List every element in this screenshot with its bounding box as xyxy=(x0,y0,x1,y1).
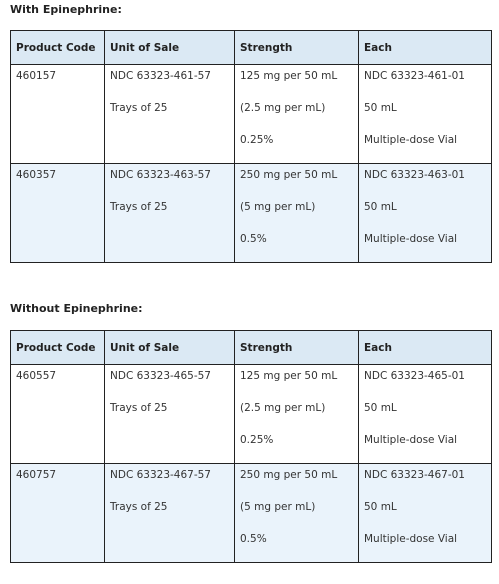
unit-package: Trays of 25 xyxy=(110,201,168,213)
unit-ndc: NDC 63323-463-57 xyxy=(110,169,211,181)
header-each: Each xyxy=(358,330,492,365)
strength-per-ml: (2.5 mg per mL) xyxy=(240,102,326,114)
product-code: 460557 xyxy=(16,370,57,382)
each-volume: 50 mL xyxy=(364,402,397,414)
product-code-cell: 460357 xyxy=(10,163,105,263)
each-cell: NDC 63323-465-01 50 mL Multiple-dose Via… xyxy=(358,364,492,464)
product-table-without-epinephrine: Product Code Unit of Sale Strength Each … xyxy=(10,330,492,563)
each-volume: 50 mL xyxy=(364,102,397,114)
each-ndc: NDC 63323-463-01 xyxy=(364,169,465,181)
strength-cell: 125 mg per 50 mL (2.5 mg per mL) 0.25% xyxy=(234,64,359,164)
header-product-code: Product Code xyxy=(10,330,105,365)
unit-package: Trays of 25 xyxy=(110,501,168,513)
strength-total: 125 mg per 50 mL xyxy=(240,370,338,382)
each-cell: NDC 63323-461-01 50 mL Multiple-dose Via… xyxy=(358,64,492,164)
table-header-row: Product Code Unit of Sale Strength Each xyxy=(10,330,492,365)
header-strength: Strength xyxy=(234,330,359,365)
each-ndc: NDC 63323-461-01 xyxy=(364,70,465,82)
strength-per-ml: (5 mg per mL) xyxy=(240,501,316,513)
header-product-code: Product Code xyxy=(10,30,105,65)
strength-percent: 0.5% xyxy=(240,233,267,245)
strength-cell: 125 mg per 50 mL (2.5 mg per mL) 0.25% xyxy=(234,364,359,464)
each-cell: NDC 63323-463-01 50 mL Multiple-dose Via… xyxy=(358,163,492,263)
product-code-cell: 460557 xyxy=(10,364,105,464)
header-each: Each xyxy=(358,30,492,65)
each-ndc: NDC 63323-465-01 xyxy=(364,370,465,382)
strength-per-ml: (5 mg per mL) xyxy=(240,201,316,213)
header-unit-of-sale: Unit of Sale xyxy=(104,30,235,65)
each-container: Multiple-dose Vial xyxy=(364,233,458,245)
table-header-row: Product Code Unit of Sale Strength Each xyxy=(10,30,492,65)
strength-cell: 250 mg per 50 mL (5 mg per mL) 0.5% xyxy=(234,463,359,563)
each-cell: NDC 63323-467-01 50 mL Multiple-dose Via… xyxy=(358,463,492,563)
strength-percent: 0.25% xyxy=(240,434,274,446)
product-code: 460757 xyxy=(16,469,57,481)
table-row: 460757 NDC 63323-467-57 Trays of 25 250 … xyxy=(10,463,492,563)
each-ndc: NDC 63323-467-01 xyxy=(364,469,465,481)
unit-of-sale-cell: NDC 63323-461-57 Trays of 25 xyxy=(104,64,235,164)
table-row: 460357 NDC 63323-463-57 Trays of 25 250 … xyxy=(10,163,492,263)
strength-total: 250 mg per 50 mL xyxy=(240,169,338,181)
strength-percent: 0.25% xyxy=(240,134,274,146)
unit-of-sale-cell: NDC 63323-465-57 Trays of 25 xyxy=(104,364,235,464)
strength-per-ml: (2.5 mg per mL) xyxy=(240,402,326,414)
strength-cell: 250 mg per 50 mL (5 mg per mL) 0.5% xyxy=(234,163,359,263)
unit-ndc: NDC 63323-465-57 xyxy=(110,370,211,382)
unit-ndc: NDC 63323-461-57 xyxy=(110,70,211,82)
section-title-without-epinephrine: Without Epinephrine: xyxy=(10,302,143,315)
each-volume: 50 mL xyxy=(364,201,397,213)
unit-ndc: NDC 63323-467-57 xyxy=(110,469,211,481)
header-strength: Strength xyxy=(234,30,359,65)
table-row: 460157 NDC 63323-461-57 Trays of 25 125 … xyxy=(10,64,492,164)
section-title-with-epinephrine: With Epinephrine: xyxy=(10,3,122,16)
unit-of-sale-cell: NDC 63323-463-57 Trays of 25 xyxy=(104,163,235,263)
each-container: Multiple-dose Vial xyxy=(364,134,458,146)
each-container: Multiple-dose Vial xyxy=(364,434,458,446)
each-volume: 50 mL xyxy=(364,501,397,513)
header-unit-of-sale: Unit of Sale xyxy=(104,330,235,365)
unit-package: Trays of 25 xyxy=(110,102,168,114)
strength-percent: 0.5% xyxy=(240,533,267,545)
strength-total: 125 mg per 50 mL xyxy=(240,70,338,82)
product-table-with-epinephrine: Product Code Unit of Sale Strength Each … xyxy=(10,30,492,263)
each-container: Multiple-dose Vial xyxy=(364,533,458,545)
table-row: 460557 NDC 63323-465-57 Trays of 25 125 … xyxy=(10,364,492,464)
product-code-cell: 460157 xyxy=(10,64,105,164)
product-code-cell: 460757 xyxy=(10,463,105,563)
product-code: 460357 xyxy=(16,169,57,181)
product-code: 460157 xyxy=(16,70,57,82)
strength-total: 250 mg per 50 mL xyxy=(240,469,338,481)
unit-package: Trays of 25 xyxy=(110,402,168,414)
unit-of-sale-cell: NDC 63323-467-57 Trays of 25 xyxy=(104,463,235,563)
